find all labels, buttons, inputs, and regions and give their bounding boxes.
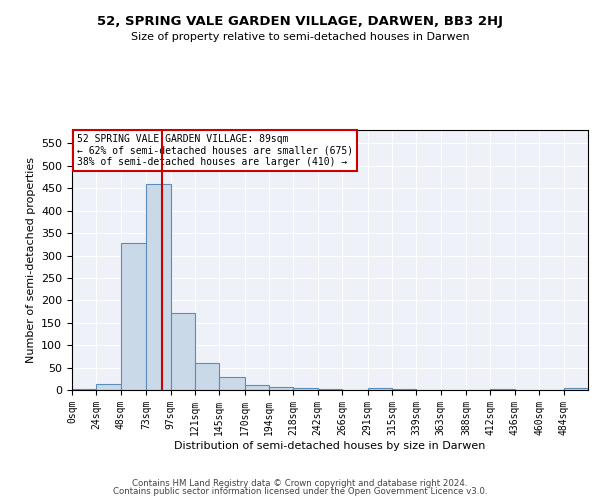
Bar — [72, 388, 97, 390]
Bar — [368, 388, 392, 390]
Text: 52, SPRING VALE GARDEN VILLAGE, DARWEN, BB3 2HJ: 52, SPRING VALE GARDEN VILLAGE, DARWEN, … — [97, 15, 503, 28]
Bar — [318, 388, 342, 390]
Bar — [146, 184, 170, 390]
Bar — [293, 388, 318, 390]
Text: 52 SPRING VALE GARDEN VILLAGE: 89sqm
← 62% of semi-detached houses are smaller (: 52 SPRING VALE GARDEN VILLAGE: 89sqm ← 6… — [77, 134, 353, 167]
Text: Contains public sector information licensed under the Open Government Licence v3: Contains public sector information licen… — [113, 487, 487, 496]
X-axis label: Distribution of semi-detached houses by size in Darwen: Distribution of semi-detached houses by … — [175, 440, 485, 450]
Bar — [563, 388, 588, 390]
Text: Size of property relative to semi-detached houses in Darwen: Size of property relative to semi-detach… — [131, 32, 469, 42]
Bar — [490, 389, 515, 390]
Text: Contains HM Land Registry data © Crown copyright and database right 2024.: Contains HM Land Registry data © Crown c… — [132, 478, 468, 488]
Bar — [392, 388, 416, 390]
Bar — [269, 388, 293, 390]
Y-axis label: Number of semi-detached properties: Number of semi-detached properties — [26, 157, 35, 363]
Bar — [170, 313, 195, 390]
Bar — [245, 385, 269, 390]
Bar — [195, 363, 219, 390]
Bar — [97, 384, 121, 390]
Bar — [121, 244, 146, 390]
Bar — [219, 376, 245, 390]
